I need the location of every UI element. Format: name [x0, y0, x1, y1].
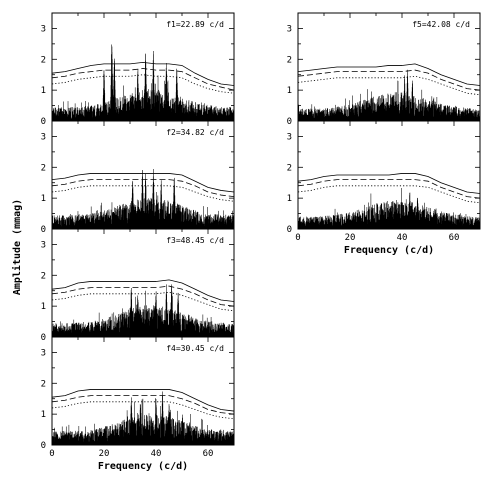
- y-tick-label: 1: [41, 410, 46, 420]
- amplitude-spectrum: [51, 169, 235, 229]
- significance-line-dotted: [51, 185, 235, 202]
- frequency-annotation: f1=22.89 c/d: [166, 20, 224, 29]
- significance-line-dashed: [297, 179, 481, 199]
- significance-line-dashed: [51, 395, 235, 415]
- y-tick-label: 3: [41, 240, 46, 250]
- x-tick-label: 20: [345, 233, 356, 243]
- y-tick-label: 1: [287, 194, 292, 204]
- y-tick-label: 2: [41, 55, 46, 65]
- significance-line-solid: [51, 61, 235, 86]
- y-tick-label: 2: [41, 163, 46, 173]
- significance-line-dotted: [51, 74, 235, 94]
- panel-right-1: 0 1 2 3 f5=42.08 c/d: [287, 12, 481, 127]
- frequency-annotation: f3=48.45 c/d: [166, 236, 224, 245]
- y-tick-label: 0: [41, 225, 46, 235]
- significance-line-dashed: [51, 179, 235, 197]
- panel-left-1: 0 1 2 3 f1=22.89 c/d: [41, 12, 235, 127]
- y-tick-label: 0: [287, 117, 292, 127]
- frequency-annotation: f4=30.45 c/d: [166, 344, 224, 353]
- y-tick-label: 3: [41, 132, 46, 142]
- significance-line-dashed: [51, 68, 235, 91]
- y-tick-label: 3: [287, 132, 292, 142]
- significance-line-dashed: [51, 285, 235, 307]
- y-tick-label: 3: [41, 348, 46, 358]
- x-axis-title: Frequency (c/d): [98, 461, 188, 472]
- y-tick-label: 2: [41, 271, 46, 281]
- x-tick-label: 20: [99, 449, 110, 459]
- x-tick-label: 60: [203, 449, 214, 459]
- y-tick-label: 2: [287, 163, 292, 173]
- y-tick-label: 0: [287, 225, 292, 235]
- panel-right-2: 0 1 2 3 0 20 40 60 Frequency (c/d): [287, 120, 481, 256]
- significance-line-solid: [51, 389, 235, 412]
- frequency-annotation: f5=42.08 c/d: [412, 20, 470, 29]
- significance-line-solid: [51, 279, 235, 302]
- y-tick-label: 3: [287, 24, 292, 34]
- amplitude-spectrum: [297, 188, 481, 229]
- y-tick-label: 3: [41, 24, 46, 34]
- significance-line-solid: [297, 173, 481, 194]
- y-tick-label: 0: [41, 441, 46, 451]
- frequency-annotation: f2=34.82 c/d: [166, 128, 224, 137]
- y-tick-label: 0: [41, 333, 46, 343]
- significance-line-dotted: [297, 75, 481, 96]
- panel-left-2: 0 1 2 3 f2=34.82 c/d: [41, 120, 235, 235]
- amplitude-spectrum: [51, 391, 235, 445]
- x-tick-label: 40: [397, 233, 408, 243]
- y-tick-label: 1: [41, 86, 46, 96]
- significance-line-solid: [51, 173, 235, 193]
- x-tick-label: 0: [49, 449, 54, 459]
- panel-frame: [51, 12, 235, 122]
- x-tick-label: 0: [295, 233, 300, 243]
- panel-left-4: 0 1 2 3 0 20 40 60 Frequency (c/d) f4=30.45 c/d: [41, 336, 235, 472]
- significance-line-dotted: [297, 185, 481, 204]
- significance-line-solid: [297, 63, 481, 86]
- amplitude-spectrum: [51, 44, 235, 121]
- y-tick-label: 2: [41, 379, 46, 389]
- y-tick-label: 1: [41, 194, 46, 204]
- x-tick-label: 40: [151, 449, 162, 459]
- x-tick-label: 60: [449, 233, 460, 243]
- panel-left-3: 0 1 2 3 f3=48.45 c/d: [41, 228, 235, 343]
- x-axis-title: Frequency (c/d): [344, 245, 434, 256]
- significance-line-dotted: [51, 401, 235, 420]
- amplitude-spectrum: [297, 69, 481, 121]
- panel-frame: [297, 12, 481, 122]
- panel-frame: [297, 120, 481, 230]
- significance-line-dashed: [297, 69, 481, 91]
- panel-frame: [51, 336, 235, 446]
- amplitude-spectrum: [51, 284, 235, 337]
- y-tick-label: 2: [287, 55, 292, 65]
- y-tick-label: 0: [41, 117, 46, 127]
- shared-ylabel: Amplitude (mmag): [11, 199, 23, 295]
- y-tick-label: 1: [287, 86, 292, 96]
- significance-line-dotted: [51, 291, 235, 312]
- y-tick-label: 1: [41, 302, 46, 312]
